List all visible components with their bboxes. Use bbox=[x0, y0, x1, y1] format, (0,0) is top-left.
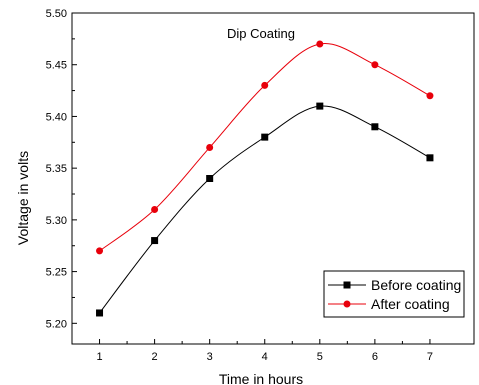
legend-before-coating-label: Before coating bbox=[371, 277, 461, 293]
y-axis-label: Voltage in volts bbox=[15, 151, 31, 245]
y-tick-label: 5.30 bbox=[46, 215, 67, 227]
after-coating-point bbox=[96, 247, 104, 255]
after-coating-point bbox=[206, 143, 214, 151]
before-coating-point bbox=[426, 154, 434, 162]
x-tick-label: 7 bbox=[427, 351, 433, 363]
y-tick-label: 5.40 bbox=[46, 111, 67, 123]
before-coating-point bbox=[371, 123, 379, 131]
x-tick-label: 4 bbox=[262, 351, 268, 363]
before-coating-point bbox=[96, 309, 104, 317]
legend-box bbox=[323, 270, 465, 318]
y-tick-label: 5.50 bbox=[46, 8, 67, 20]
x-tick-label: 1 bbox=[96, 351, 102, 363]
after-coating-point bbox=[426, 92, 434, 100]
y-tick-label: 5.35 bbox=[46, 163, 67, 175]
legend-before-coating-marker bbox=[343, 281, 351, 289]
before-coating-point bbox=[316, 102, 324, 110]
after-coating-point bbox=[151, 206, 159, 214]
after-coating-point bbox=[371, 61, 379, 69]
y-tick-label: 5.45 bbox=[46, 60, 67, 72]
x-tick-label: 2 bbox=[152, 351, 158, 363]
after-coating-point bbox=[261, 81, 269, 89]
plot-frame bbox=[71, 12, 475, 345]
chart-title: Dip Coating bbox=[227, 26, 295, 41]
x-tick-label: 6 bbox=[372, 351, 378, 363]
before-coating-point bbox=[151, 237, 159, 245]
legend-after-coating-marker bbox=[343, 300, 351, 308]
x-tick-label: 5 bbox=[317, 351, 323, 363]
legend-after-coating-label: After coating bbox=[371, 296, 450, 312]
before-coating-point bbox=[206, 175, 214, 182]
y-tick-label: 5.25 bbox=[46, 267, 67, 279]
x-axis-label: Time in hours bbox=[219, 371, 303, 385]
y-tick-label: 5.20 bbox=[46, 318, 67, 330]
after-coating-point bbox=[316, 40, 324, 48]
before-coating-point bbox=[261, 133, 269, 141]
after-coating-line bbox=[99, 43, 431, 252]
x-tick-label: 3 bbox=[207, 351, 213, 363]
